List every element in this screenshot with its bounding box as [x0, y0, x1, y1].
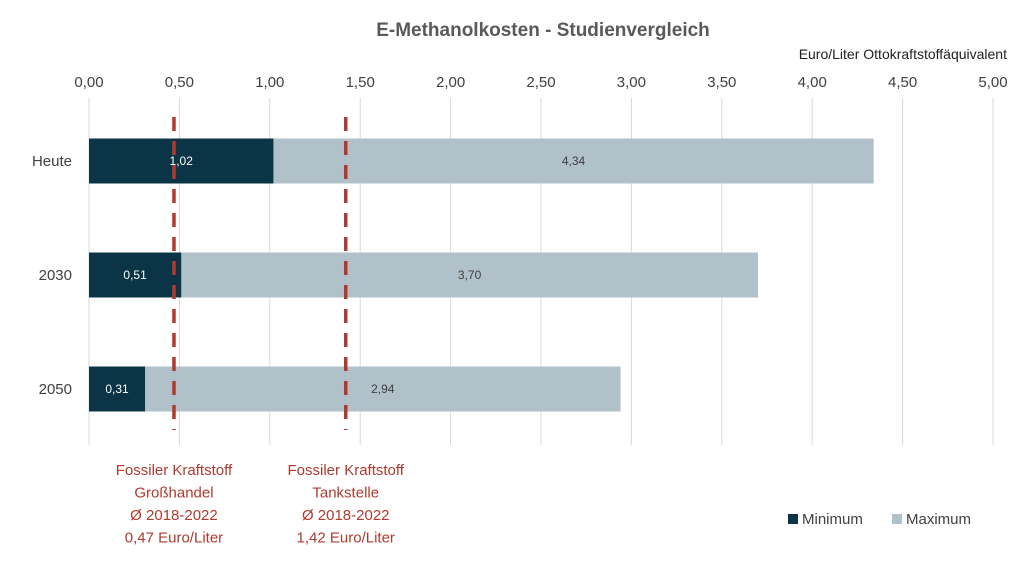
data-label-maximum: 3,70: [458, 268, 482, 282]
reference-lines: Fossiler Kraftstoff Großhandel Ø 2018-2022…: [116, 117, 405, 547]
data-label-maximum: 4,34: [562, 154, 586, 168]
reference-annotation: Ø 2018-2022: [130, 507, 218, 524]
x-tick-label: 2,50: [526, 74, 555, 91]
bar-minimum: [89, 366, 146, 412]
legend-swatch: [892, 514, 902, 524]
legend-label: Minimum: [802, 511, 863, 528]
x-tick-label: 3,00: [617, 74, 646, 91]
reference-annotation: Fossiler Kraftstoff: [116, 462, 233, 479]
x-tick-label: 4,00: [798, 74, 827, 91]
bar-minimum: [89, 138, 274, 184]
x-tick-label: 0,50: [165, 74, 194, 91]
chart-title: E-Methanolkosten - Studienvergleich: [376, 20, 710, 41]
x-tick-label: 1,50: [346, 74, 375, 91]
reference-annotation: 1,42 Euro/Liter: [297, 530, 395, 547]
bars: Heute 1,02 4,34 2030 0,51 3,70 2050 0,31 2,94: [32, 138, 874, 412]
data-label-minimum: 1,02: [170, 154, 194, 168]
x-tick-label: 0,00: [74, 74, 103, 91]
bar-maximum: [89, 252, 758, 298]
reference-annotation: Tankstelle: [312, 485, 379, 502]
x-tick-label: 1,00: [255, 74, 284, 91]
legend-swatch: [788, 514, 798, 524]
bar-maximum: [89, 366, 621, 412]
x-tick-label: 4,50: [888, 74, 917, 91]
x-tick-label: 2,00: [436, 74, 465, 91]
category-label: 2050: [39, 381, 72, 398]
bar-minimum: [89, 252, 182, 298]
data-label-minimum: 0,51: [123, 268, 147, 282]
reference-annotation: Großhandel: [134, 485, 213, 502]
data-label-maximum: 2,94: [371, 382, 395, 396]
x-axis-unit-label: Euro/Liter Ottokraftstoffäquivalent: [799, 46, 1007, 62]
category-label: 2030: [39, 267, 72, 284]
reference-annotation: Ø 2018-2022: [302, 507, 390, 524]
reference-annotation: 0,47 Euro/Liter: [125, 530, 223, 547]
data-label-minimum: 0,31: [105, 382, 129, 396]
x-tick-label: 5,00: [978, 74, 1007, 91]
legend-label: Maximum: [906, 511, 971, 528]
legend: Minimum Maximum: [788, 511, 971, 528]
x-axis-ticks: 0,00 0,50 1,00 1,50 2,00 2,50 3,00 3,50 4,00 4,50…: [74, 74, 1007, 91]
reference-annotation: Fossiler Kraftstoff: [288, 462, 405, 479]
category-label: Heute: [32, 153, 72, 170]
x-tick-label: 3,50: [707, 74, 736, 91]
